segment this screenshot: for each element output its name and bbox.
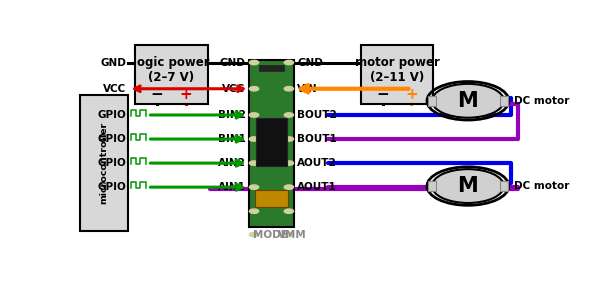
Text: VCC: VCC bbox=[103, 84, 126, 94]
Circle shape bbox=[284, 113, 293, 117]
Text: M: M bbox=[458, 176, 478, 196]
Text: VMM: VMM bbox=[278, 230, 307, 240]
FancyBboxPatch shape bbox=[136, 45, 208, 104]
Text: BIN2: BIN2 bbox=[218, 110, 245, 120]
Text: +: + bbox=[405, 87, 418, 102]
Circle shape bbox=[250, 232, 259, 237]
Circle shape bbox=[284, 232, 293, 237]
Circle shape bbox=[250, 87, 259, 91]
Text: logic power
(2–7 V): logic power (2–7 V) bbox=[133, 56, 210, 84]
Text: AIN2: AIN2 bbox=[218, 158, 245, 168]
FancyBboxPatch shape bbox=[259, 65, 284, 71]
Text: GPIO: GPIO bbox=[97, 182, 126, 192]
Circle shape bbox=[250, 137, 259, 141]
Text: BOUT2: BOUT2 bbox=[297, 110, 337, 120]
Text: motor power
(2–11 V): motor power (2–11 V) bbox=[355, 56, 439, 84]
Text: DC motor: DC motor bbox=[514, 96, 570, 106]
Circle shape bbox=[250, 161, 259, 165]
Text: AOUT2: AOUT2 bbox=[297, 158, 337, 168]
Text: DC motor: DC motor bbox=[514, 181, 570, 191]
Bar bbox=[500, 95, 508, 106]
Bar bbox=[428, 181, 436, 191]
Text: GPIO: GPIO bbox=[97, 158, 126, 168]
Text: GPIO: GPIO bbox=[97, 134, 126, 144]
Circle shape bbox=[250, 185, 259, 189]
Circle shape bbox=[284, 161, 293, 165]
Text: GND: GND bbox=[100, 57, 126, 68]
Text: −: − bbox=[151, 87, 163, 102]
Text: VIN: VIN bbox=[297, 84, 318, 94]
Circle shape bbox=[250, 209, 259, 213]
Text: −: − bbox=[376, 87, 389, 102]
Text: AIN1: AIN1 bbox=[218, 182, 245, 192]
Circle shape bbox=[250, 113, 259, 117]
Circle shape bbox=[284, 87, 293, 91]
Circle shape bbox=[250, 60, 259, 65]
Circle shape bbox=[284, 185, 293, 189]
Circle shape bbox=[432, 84, 504, 118]
FancyBboxPatch shape bbox=[250, 60, 293, 227]
Circle shape bbox=[284, 137, 293, 141]
Text: microcontroller: microcontroller bbox=[100, 122, 109, 204]
Text: AOUT1: AOUT1 bbox=[297, 182, 337, 192]
Circle shape bbox=[284, 209, 293, 213]
Text: VCC: VCC bbox=[223, 84, 245, 94]
Text: +: + bbox=[179, 87, 192, 102]
FancyBboxPatch shape bbox=[256, 118, 287, 166]
Text: BIN1: BIN1 bbox=[218, 134, 245, 144]
FancyBboxPatch shape bbox=[80, 95, 128, 231]
Text: BOUT1: BOUT1 bbox=[297, 134, 337, 144]
FancyBboxPatch shape bbox=[255, 191, 288, 207]
Bar bbox=[500, 181, 508, 191]
Circle shape bbox=[284, 60, 293, 65]
Text: GPIO: GPIO bbox=[97, 110, 126, 120]
Bar bbox=[428, 95, 436, 106]
Circle shape bbox=[432, 169, 504, 203]
Text: MODE: MODE bbox=[253, 230, 288, 240]
Text: GND: GND bbox=[220, 57, 245, 68]
FancyBboxPatch shape bbox=[361, 45, 433, 104]
Text: M: M bbox=[458, 91, 478, 111]
Text: GND: GND bbox=[297, 57, 323, 68]
